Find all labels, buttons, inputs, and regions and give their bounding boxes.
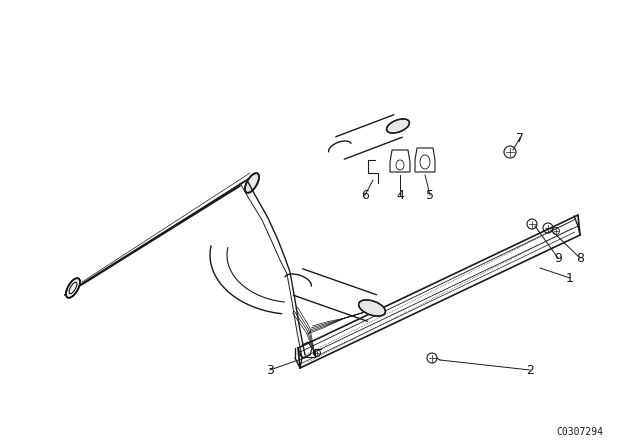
Text: C0307294: C0307294: [557, 427, 604, 437]
Text: 5: 5: [426, 189, 434, 202]
Text: 1: 1: [566, 271, 574, 284]
Text: 8: 8: [576, 251, 584, 264]
Ellipse shape: [358, 300, 385, 316]
Ellipse shape: [387, 119, 410, 133]
Text: 4: 4: [396, 189, 404, 202]
Text: 9: 9: [554, 251, 562, 264]
Text: 3: 3: [266, 363, 274, 376]
Text: 7: 7: [516, 132, 524, 145]
Ellipse shape: [245, 173, 259, 193]
Ellipse shape: [66, 278, 80, 298]
Text: 2: 2: [526, 363, 534, 376]
Text: 6: 6: [361, 189, 369, 202]
